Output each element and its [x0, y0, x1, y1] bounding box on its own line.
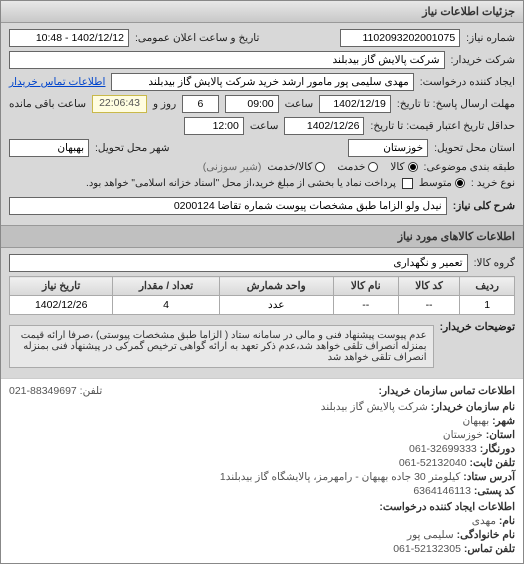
- province-label: استان محل تحویل:: [434, 142, 515, 154]
- c-tel: 52132040-061: [399, 457, 467, 469]
- th-row: ردیف: [460, 277, 515, 296]
- pkg-radio-all[interactable]: [408, 162, 418, 172]
- c-org: شرکت پالایش گاز بیدبلند: [321, 401, 428, 413]
- goods-table: ردیف کد کالا نام کالا واحد شمارش تعداد /…: [9, 276, 515, 315]
- c-name: مهدی: [472, 515, 496, 527]
- purchase-type-label: نوع خرید :: [471, 177, 515, 189]
- remaining-label: ساعت باقی مانده: [9, 98, 86, 110]
- contact-link[interactable]: اطلاعات تماس خریدار: [9, 76, 105, 88]
- pkg-mid-label: خدمت: [337, 161, 365, 173]
- price-valid-date: 1402/12/26: [284, 117, 364, 135]
- c-fax-label: دورنگار:: [480, 443, 515, 455]
- note-text: عدم پیوست پیشنهاد فنی و مالی در سامانه س…: [9, 325, 434, 368]
- pkg-seller-label: (شیر سوزنی): [203, 161, 262, 173]
- pt-mid-label: متوسط: [419, 177, 452, 189]
- deadline-label: مهلت ارسال پاسخ: تا تاریخ:: [397, 98, 515, 110]
- price-valid-time: 12:00: [184, 117, 244, 135]
- footer-tel: تلفن: 88349697-021: [9, 385, 102, 397]
- pt-radio-group: متوسط: [419, 177, 465, 189]
- th-date: تاریخ نیاز: [10, 277, 113, 296]
- request-no-value: 1102093202001075: [340, 29, 460, 47]
- pt-checkbox[interactable]: [402, 178, 413, 189]
- pkg-part-label: کالا/خدمت: [267, 161, 312, 173]
- buyer-label: شرکت خریدار:: [451, 54, 515, 66]
- c-fax: 32699333-061: [409, 443, 477, 455]
- creator-value: مهدی سلیمی پور مامور ارشد خرید شرکت پالا…: [111, 73, 413, 91]
- td-qty: 4: [113, 296, 219, 315]
- pt-note: پرداخت نماد یا بخشی از مبلغ خرید،از محل …: [86, 178, 396, 189]
- pkg-label: طبقه بندی موضوعی:: [424, 161, 515, 173]
- c-prov-label: استان:: [486, 429, 515, 441]
- td-code: --: [398, 296, 460, 315]
- price-valid-label: حداقل تاریخ اعتبار قیمت: تا تاریخ:: [370, 120, 515, 132]
- panel-title: جزئیات اطلاعات نیاز: [1, 1, 523, 23]
- pkg-radio-mid[interactable]: [368, 162, 378, 172]
- td-row: 1: [460, 296, 515, 315]
- table-row[interactable]: 1 -- -- عدد 4 1402/12/26: [10, 296, 515, 315]
- announce-label: تاریخ و ساعت اعلان عمومی:: [135, 32, 259, 44]
- c-post-label: کد پستی:: [474, 485, 515, 497]
- days-label: روز و: [153, 98, 176, 110]
- announce-value: 1402/12/12 - 10:48: [9, 29, 129, 47]
- creator-label: ایجاد کننده درخواست:: [420, 76, 515, 88]
- city-label: شهر محل تحویل:: [95, 142, 170, 154]
- remaining-time: 22:06:43: [92, 95, 147, 113]
- group-label: گروه کالا:: [474, 257, 515, 269]
- pkg-radio-part[interactable]: [315, 162, 325, 172]
- th-qty: تعداد / مقدار: [113, 277, 219, 296]
- c-ctel: 52132305-061: [393, 543, 461, 555]
- goods-section-title: اطلاعات کالاهای مورد نیاز: [1, 225, 523, 248]
- c-ctel-label: تلفن تماس:: [464, 543, 515, 555]
- c-family-label: نام خانوادگی:: [457, 529, 515, 541]
- note-label: توضیحات خریدار:: [440, 321, 515, 333]
- td-date: 1402/12/26: [10, 296, 113, 315]
- c-city-label: شهر:: [492, 415, 515, 427]
- td-name: --: [333, 296, 398, 315]
- city-value: بهبهان: [9, 139, 89, 157]
- contact-title: اطلاعات تماس سازمان خریدار:: [379, 385, 515, 397]
- c-post: 6364146113: [413, 485, 471, 497]
- c-prov: خوزستان: [443, 429, 483, 441]
- c-tel-label: تلفن ثابت:: [470, 457, 515, 469]
- th-name: نام کالا: [333, 277, 398, 296]
- province-value: خوزستان: [348, 139, 428, 157]
- buyer-value: شرکت پالایش گاز بیدبلند: [9, 51, 445, 69]
- c-addr-label: آدرس ستاد:: [463, 471, 515, 483]
- deadline-date: 1402/12/19: [319, 95, 391, 113]
- desc-label: شرح کلی نیاز:: [453, 200, 515, 212]
- time-label-2: ساعت: [250, 120, 279, 132]
- request-no-label: شماره نیاز:: [466, 32, 515, 44]
- creator-title: اطلاعات ایجاد کننده درخواست:: [9, 501, 515, 513]
- pt-radio-mid[interactable]: [455, 178, 465, 188]
- th-code: کد کالا: [398, 277, 460, 296]
- c-family: سلیمی پور: [407, 529, 454, 541]
- desc-value: نیدل ولو الزاما طبق مشخصات پیوست شماره ت…: [9, 197, 447, 215]
- c-org-label: نام سازمان خریدار:: [431, 401, 515, 413]
- pkg-all-label: کالا: [390, 161, 404, 173]
- c-addr: کیلومتر 30 جاده بهبهان - رامهرمز، پالایش…: [220, 471, 460, 483]
- pkg-radio-group: کالا خدمت کالا/خدمت: [267, 161, 417, 173]
- days-remaining: 6: [182, 95, 218, 113]
- c-name-label: نام:: [499, 515, 515, 527]
- time-label-1: ساعت: [285, 98, 314, 110]
- deadline-time: 09:00: [225, 95, 279, 113]
- contact-section: اطلاعات تماس سازمان خریدار: تلفن: 883496…: [1, 378, 523, 563]
- group-value: تعمیر و نگهداری: [9, 254, 468, 272]
- td-unit: عدد: [219, 296, 333, 315]
- table-header-row: ردیف کد کالا نام کالا واحد شمارش تعداد /…: [10, 277, 515, 296]
- c-city: بهبهان: [462, 415, 489, 427]
- th-unit: واحد شمارش: [219, 277, 333, 296]
